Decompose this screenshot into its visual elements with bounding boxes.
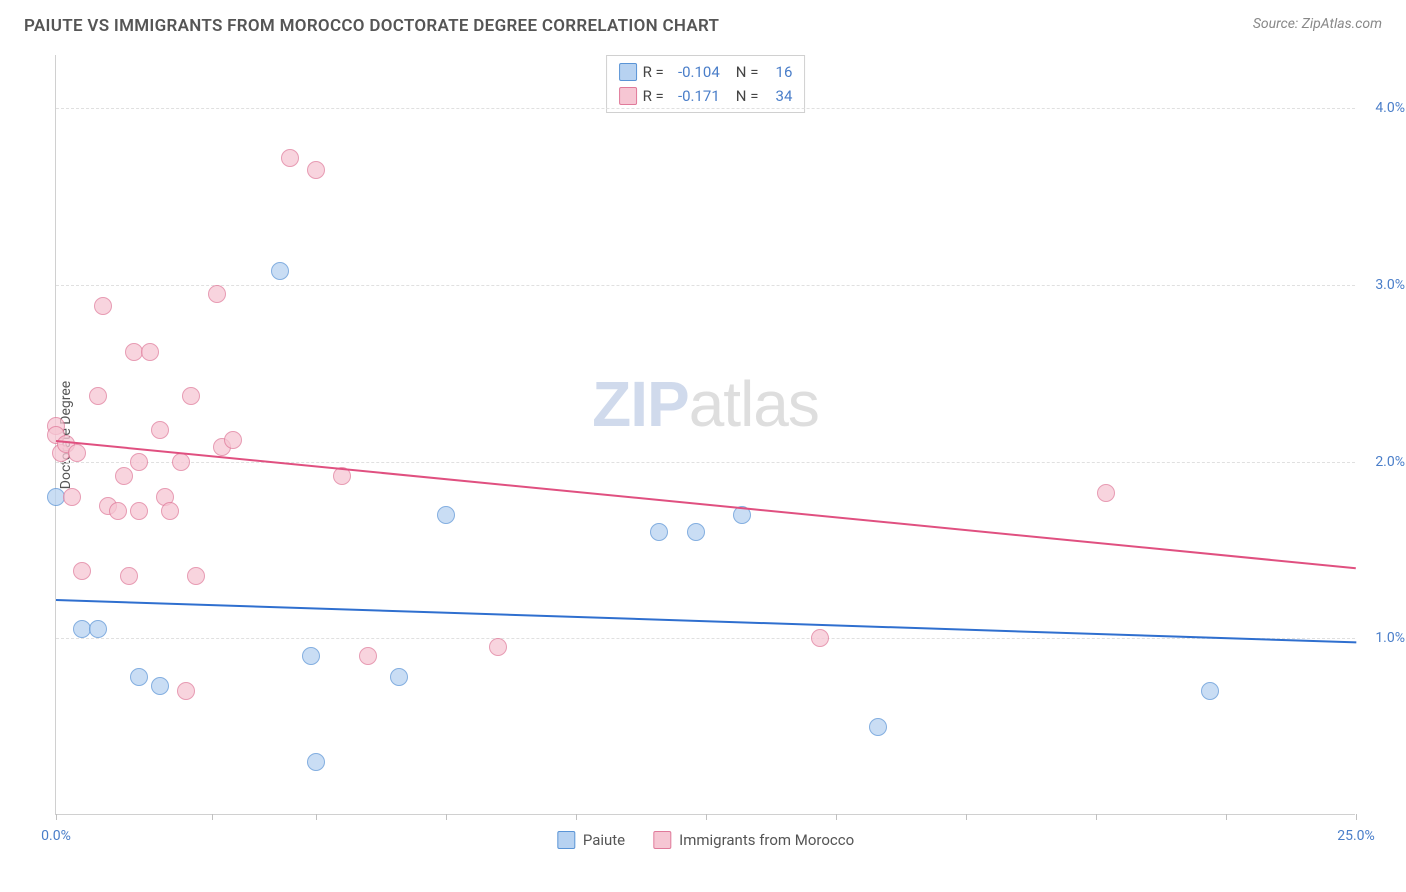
gridline [56,108,1355,109]
n-value: 34 [764,84,792,108]
data-point-morocco [172,453,190,471]
data-point-morocco [281,149,299,167]
data-point-morocco [811,629,829,647]
data-point-paiute [130,668,148,686]
data-point-morocco [151,421,169,439]
data-point-paiute [869,718,887,736]
data-point-morocco [73,562,91,580]
data-point-morocco [177,682,195,700]
trendline-paiute [56,599,1356,643]
legend-swatch [619,87,637,105]
chart-header: PAIUTE VS IMMIGRANTS FROM MOROCCO DOCTOR… [0,0,1406,44]
data-point-morocco [115,467,133,485]
data-point-morocco [224,431,242,449]
data-point-morocco [68,444,86,462]
r-value: -0.104 [670,60,720,84]
series-legend-item-morocco: Immigrants from Morocco [653,831,854,849]
data-point-morocco [489,638,507,656]
data-point-paiute [89,620,107,638]
data-point-morocco [182,387,200,405]
scatter-chart: Doctorate Degree ZIPatlas R =-0.104N =16… [55,55,1355,815]
y-tick-label: 2.0% [1361,454,1405,470]
x-tick [56,814,57,820]
data-point-morocco [130,502,148,520]
legend-swatch [619,63,637,81]
x-tick [576,814,577,820]
chart-title: PAIUTE VS IMMIGRANTS FROM MOROCCO DOCTOR… [24,16,719,36]
data-point-morocco [208,285,226,303]
series-label: Immigrants from Morocco [679,831,854,849]
chart-source: Source: ZipAtlas.com [1253,16,1382,32]
data-point-morocco [187,567,205,585]
data-point-morocco [94,297,112,315]
y-tick-label: 4.0% [1361,100,1405,116]
data-point-morocco [141,343,159,361]
x-tick [212,814,213,820]
data-point-paiute [307,753,325,771]
x-tick [316,814,317,820]
data-point-paiute [302,647,320,665]
data-point-morocco [130,453,148,471]
data-point-paiute [650,523,668,541]
x-tick-label: 25.0% [1337,828,1375,844]
data-point-paiute [1201,682,1219,700]
y-tick-label: 1.0% [1361,630,1405,646]
trendline-morocco [56,440,1356,569]
x-tick [1356,814,1357,820]
n-value: 16 [764,60,792,84]
legend-row-paiute: R =-0.104N =16 [619,60,793,84]
r-value: -0.171 [670,84,720,108]
correlation-legend: R =-0.104N =16R =-0.171N =34 [606,55,806,113]
data-point-morocco [1097,484,1115,502]
data-point-morocco [359,647,377,665]
x-tick [966,814,967,820]
series-legend-item-paiute: Paiute [557,831,625,849]
x-tick-label: 0.0% [41,828,71,844]
x-tick [706,814,707,820]
data-point-morocco [63,488,81,506]
x-tick [446,814,447,820]
y-tick-label: 3.0% [1361,277,1405,293]
x-tick [836,814,837,820]
legend-row-morocco: R =-0.171N =34 [619,84,793,108]
data-point-morocco [89,387,107,405]
data-point-morocco [161,502,179,520]
legend-swatch [557,831,575,849]
data-point-paiute [687,523,705,541]
data-point-paiute [437,506,455,524]
data-point-morocco [307,161,325,179]
x-tick [1096,814,1097,820]
data-point-morocco [120,567,138,585]
legend-swatch [653,831,671,849]
gridline [56,638,1355,639]
series-label: Paiute [583,831,625,849]
x-tick [1226,814,1227,820]
series-legend: Paiute Immigrants from Morocco [557,831,854,849]
data-point-paiute [390,668,408,686]
data-point-paiute [151,677,169,695]
gridline [56,285,1355,286]
watermark: ZIPatlas [592,367,819,441]
data-point-paiute [271,262,289,280]
gridline [56,462,1355,463]
data-point-morocco [109,502,127,520]
